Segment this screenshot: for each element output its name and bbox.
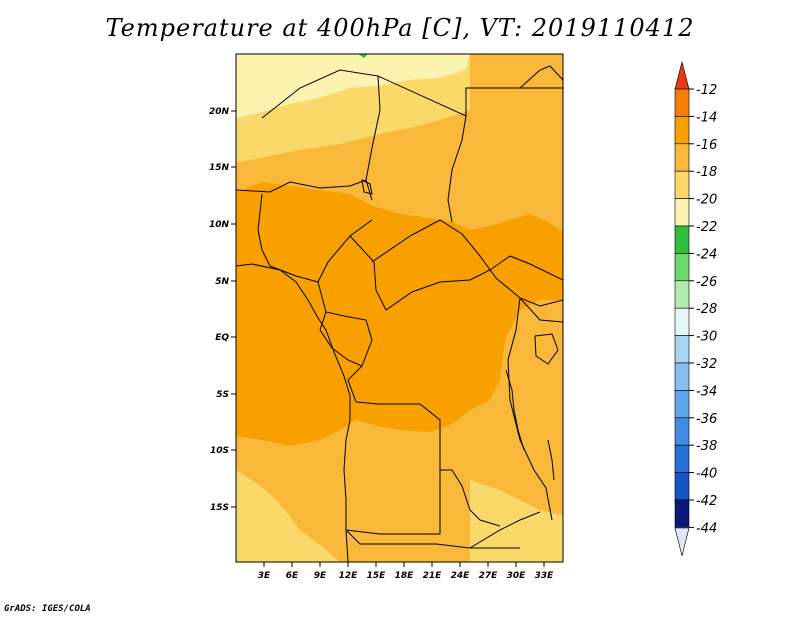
border-chad-sudan (447, 115, 467, 223)
field-light-southeast (470, 480, 563, 562)
border-cameroon-car (349, 235, 563, 311)
border-namibia (345, 529, 520, 549)
lon-label-30e: 30E (507, 571, 527, 581)
colorbar-label: -14 (696, 110, 717, 125)
border-angola-zambia (345, 470, 441, 535)
colorbar-box (674, 170, 690, 199)
border-drc-congo (317, 281, 373, 403)
colorbar-label: -44 (696, 521, 717, 536)
lon-label-27e: 27E (479, 571, 499, 581)
colorbar-label: -28 (696, 302, 717, 317)
map-title: Temperature at 400hPa [C], VT: 201911041… (105, 14, 695, 42)
colorbar-box (674, 335, 690, 364)
colorbar-label: -32 (696, 357, 717, 372)
colorbar-label: -42 (696, 494, 717, 509)
lat-label-15n: 15N (209, 163, 230, 173)
colorbar-label: -30 (696, 330, 717, 345)
colorbar-bottom-arrow (674, 527, 690, 557)
colorbar-label: -20 (696, 193, 717, 208)
lat-label-5s: 5S (216, 390, 229, 400)
colorbar-box (674, 198, 690, 227)
border-nigeria-cameroon (257, 193, 373, 283)
field-pale-north (236, 54, 470, 118)
colorbar-box (674, 444, 690, 473)
border-zambia-south (469, 511, 541, 549)
lon-label-15e: 15E (367, 571, 387, 581)
colorbar-label: -26 (696, 275, 717, 290)
lon-label-18e: 18E (395, 571, 415, 581)
border-niger-nigeria (236, 179, 367, 193)
colorbar-label: -12 (696, 83, 717, 98)
plot-frame (235, 53, 564, 563)
lon-label-12e: 12E (339, 571, 359, 581)
colorbar: -12 -14 -16 -18 -20 -22 -24 -26 -28 -30 -32 -34 -36 -… (674, 60, 717, 557)
colorbar-labels: -12 -14 -16 -18 -20 -22 -24 -26 -28 -30 -32 -34 -36 -… (689, 83, 717, 536)
colorbar-label: -40 (696, 467, 717, 482)
lon-label-9e: 9E (314, 571, 327, 581)
colorbar-box (674, 88, 690, 117)
colorbar-box (674, 116, 690, 145)
colorbar-top-arrow (674, 60, 690, 90)
colorbar-box (674, 253, 690, 282)
field-light-south (236, 470, 340, 562)
colorbar-box (674, 499, 690, 528)
field-light-north (236, 54, 470, 162)
lat-label-5n: 5N (215, 277, 229, 287)
lon-axis: 3E 6E 9E 12E 15E 18E 21E 24E 27E 30E 33E (258, 562, 554, 581)
lat-label-10s: 10S (210, 446, 229, 456)
country-borders (236, 65, 563, 562)
field-green-spot (358, 54, 368, 58)
lake-malawi (547, 439, 555, 481)
lake-chad (361, 179, 373, 195)
colorbar-label: -22 (696, 220, 717, 235)
grads-credit: GrADS: IGES/COLA (4, 604, 91, 614)
colorbar-label: -36 (696, 412, 717, 427)
lat-axis: 20N 15N 10N 5N EQ 5S 10S 15S (209, 107, 236, 513)
border-angola-drc (355, 401, 501, 527)
coastline-west (236, 263, 351, 562)
colorbar-box (674, 225, 690, 254)
colorbar-label: -38 (696, 439, 717, 454)
colorbar-boxes (674, 88, 690, 528)
colorbar-label: -16 (696, 138, 717, 153)
border-libya-chad (261, 69, 381, 201)
lat-label-20n: 20N (209, 107, 230, 117)
colorbar-box (674, 390, 690, 419)
colorbar-box (674, 362, 690, 391)
lat-label-10n: 10N (209, 220, 230, 230)
colorbar-label: -18 (696, 165, 717, 180)
temperature-field (236, 54, 563, 562)
lon-label-33e: 33E (535, 571, 555, 581)
colorbar-box (674, 417, 690, 446)
lon-label-3e: 3E (258, 571, 271, 581)
lake-victoria (534, 333, 559, 365)
lat-label-eq: EQ (215, 333, 229, 343)
colorbar-label: -34 (696, 384, 717, 399)
lat-label-15s: 15S (210, 503, 229, 513)
lake-tanganyika (505, 369, 525, 451)
colorbar-box (674, 280, 690, 309)
lon-label-6e: 6E (286, 571, 299, 581)
lon-label-24e: 24E (451, 571, 471, 581)
colorbar-box (674, 143, 690, 172)
field-orange-central (236, 182, 563, 446)
border-ethiopia (470, 65, 563, 89)
lon-label-21e: 21E (423, 571, 443, 581)
colorbar-label: -24 (696, 247, 717, 262)
border-drc-east (507, 297, 553, 521)
border-sudan-ssudan (371, 219, 563, 307)
border-uganda-kenya (519, 297, 563, 323)
colorbar-box (674, 472, 690, 501)
colorbar-box (674, 307, 690, 336)
